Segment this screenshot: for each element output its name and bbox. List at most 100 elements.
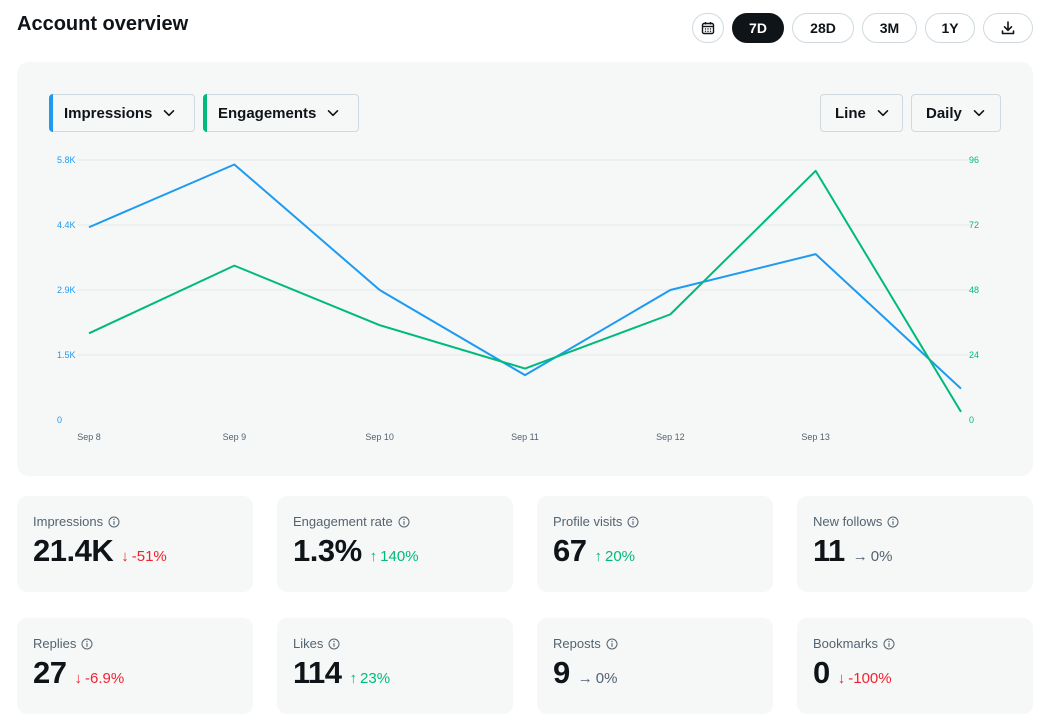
arrow-up-icon: ↑ [369,548,378,565]
stat-label-text: Replies [33,636,77,651]
stat-value: 1.3% [293,533,362,568]
y-right-tick-label: 48 [969,285,979,295]
info-icon[interactable] [108,516,120,528]
stat-value: 67 [553,533,587,568]
metric1-label: Impressions [64,104,153,122]
stat-card-new-follows: New follows 11 → 0% [797,496,1033,592]
stat-label: New follows [813,514,1017,529]
info-icon[interactable] [627,516,639,528]
range-1y-button[interactable]: 1Y [925,13,975,43]
stat-change: → 0% [853,548,893,565]
stat-label-text: New follows [813,514,883,529]
arrow-down-icon: ↓ [121,548,129,565]
stat-change-text: -6.9% [84,670,125,687]
stat-change: ↓ -51% [121,548,167,565]
stat-label: Bookmarks [813,636,1017,651]
y-left-tick-label: 5.8K [57,155,76,165]
x-tick-label: Sep 8 [77,432,101,442]
y-left-tick-label: 1.5K [57,350,76,360]
y-right-tick-label: 72 [969,220,979,230]
stat-value: 0 [813,655,830,690]
arrow-down-icon: ↓ [74,670,82,687]
stat-card-reposts: Reposts 9 → 0% [537,618,773,714]
info-icon[interactable] [606,638,618,650]
stat-card-engagement-rate: Engagement rate 1.3% ↑ 140% [277,496,513,592]
x-tick-label: Sep 9 [223,432,247,442]
range-7d-button[interactable]: 7D [732,13,784,43]
chart-type-dropdown[interactable]: Line [820,94,903,132]
stat-value: 9 [553,655,570,690]
stat-label-text: Likes [293,636,324,651]
y-left-tick-label: 0 [57,415,62,425]
stat-label-text: Profile visits [553,514,623,529]
chevron-down-icon [973,110,985,117]
info-icon[interactable] [328,638,340,650]
stat-change-text: 0% [870,548,893,565]
y-left-tick-label: 2.9K [57,285,76,295]
granularity-label: Daily [926,104,962,122]
y-right-tick-label: 0 [969,415,974,425]
stat-change-text: -51% [131,548,167,565]
stat-change-text: 0% [595,670,618,687]
stat-label-text: Reposts [553,636,601,651]
info-icon[interactable] [887,516,899,528]
stat-card-replies: Replies 27 ↓ -6.9% [17,618,253,714]
stat-label-text: Engagement rate [293,514,393,529]
stat-change-text: 20% [604,548,636,565]
arrow-up-icon: ↑ [594,548,602,565]
stat-value: 21.4K [33,533,114,568]
chevron-down-icon [164,110,175,117]
stat-label: Engagement rate [293,514,497,529]
x-tick-label: Sep 13 [801,432,830,442]
stat-label: Impressions [33,514,237,529]
stat-change-text: -100% [848,670,892,687]
stat-change-text: 140% [380,548,419,565]
chevron-down-icon [877,110,889,117]
date-range-bar: 7D 28D 3M 1Y [692,13,1033,43]
arrow-flat-icon: → [577,670,593,687]
stat-value: 11 [813,533,845,568]
metric2-dropdown[interactable]: Engagements [203,94,359,132]
stat-change: ↑ 20% [594,548,635,565]
stat-label: Reposts [553,636,757,651]
metric2-label: Engagements [218,104,317,122]
stat-label-text: Impressions [33,514,104,529]
series-color-swatch [49,94,53,132]
series-line-impressions [88,163,962,390]
stat-card-profile-visits: Profile visits 67 ↑ 20% [537,496,773,592]
stat-change: ↓ -6.9% [74,670,124,687]
x-tick-label: Sep 10 [365,432,394,442]
stat-value: 114 [293,655,342,690]
info-icon[interactable] [81,638,93,650]
stat-label: Likes [293,636,497,651]
stat-card-bookmarks: Bookmarks 0 ↓ -100% [797,618,1033,714]
chart-type-label: Line [835,104,866,122]
calendar-button[interactable] [692,13,724,43]
stat-label: Replies [33,636,237,651]
download-icon [1001,21,1015,35]
stat-change: → 0% [578,670,618,687]
stat-change-text: 23% [360,670,391,687]
y-right-tick-label: 24 [969,350,979,360]
calendar-icon [701,22,715,35]
stat-value: 27 [33,655,67,690]
download-button[interactable] [983,13,1033,43]
range-28d-button[interactable]: 28D [792,13,854,43]
x-tick-label: Sep 12 [656,432,685,442]
stat-card-likes: Likes 114 ↑ 23% [277,618,513,714]
stat-change: ↓ -100% [838,670,892,687]
series-line-engagements [88,169,962,413]
y-left-tick-label: 4.4K [57,220,76,230]
stat-label: Profile visits [553,514,757,529]
range-3m-button[interactable]: 3M [862,13,917,43]
chevron-down-icon [328,110,339,117]
granularity-dropdown[interactable]: Daily [911,94,1001,132]
arrow-down-icon: ↓ [837,670,846,687]
stat-change: ↑ 140% [370,548,419,565]
info-icon[interactable] [883,638,895,650]
stat-label-text: Bookmarks [813,636,879,651]
y-right-tick-label: 96 [969,155,979,165]
metric1-dropdown[interactable]: Impressions [49,94,195,132]
info-icon[interactable] [398,516,410,528]
stat-change: ↑ 23% [350,670,391,687]
